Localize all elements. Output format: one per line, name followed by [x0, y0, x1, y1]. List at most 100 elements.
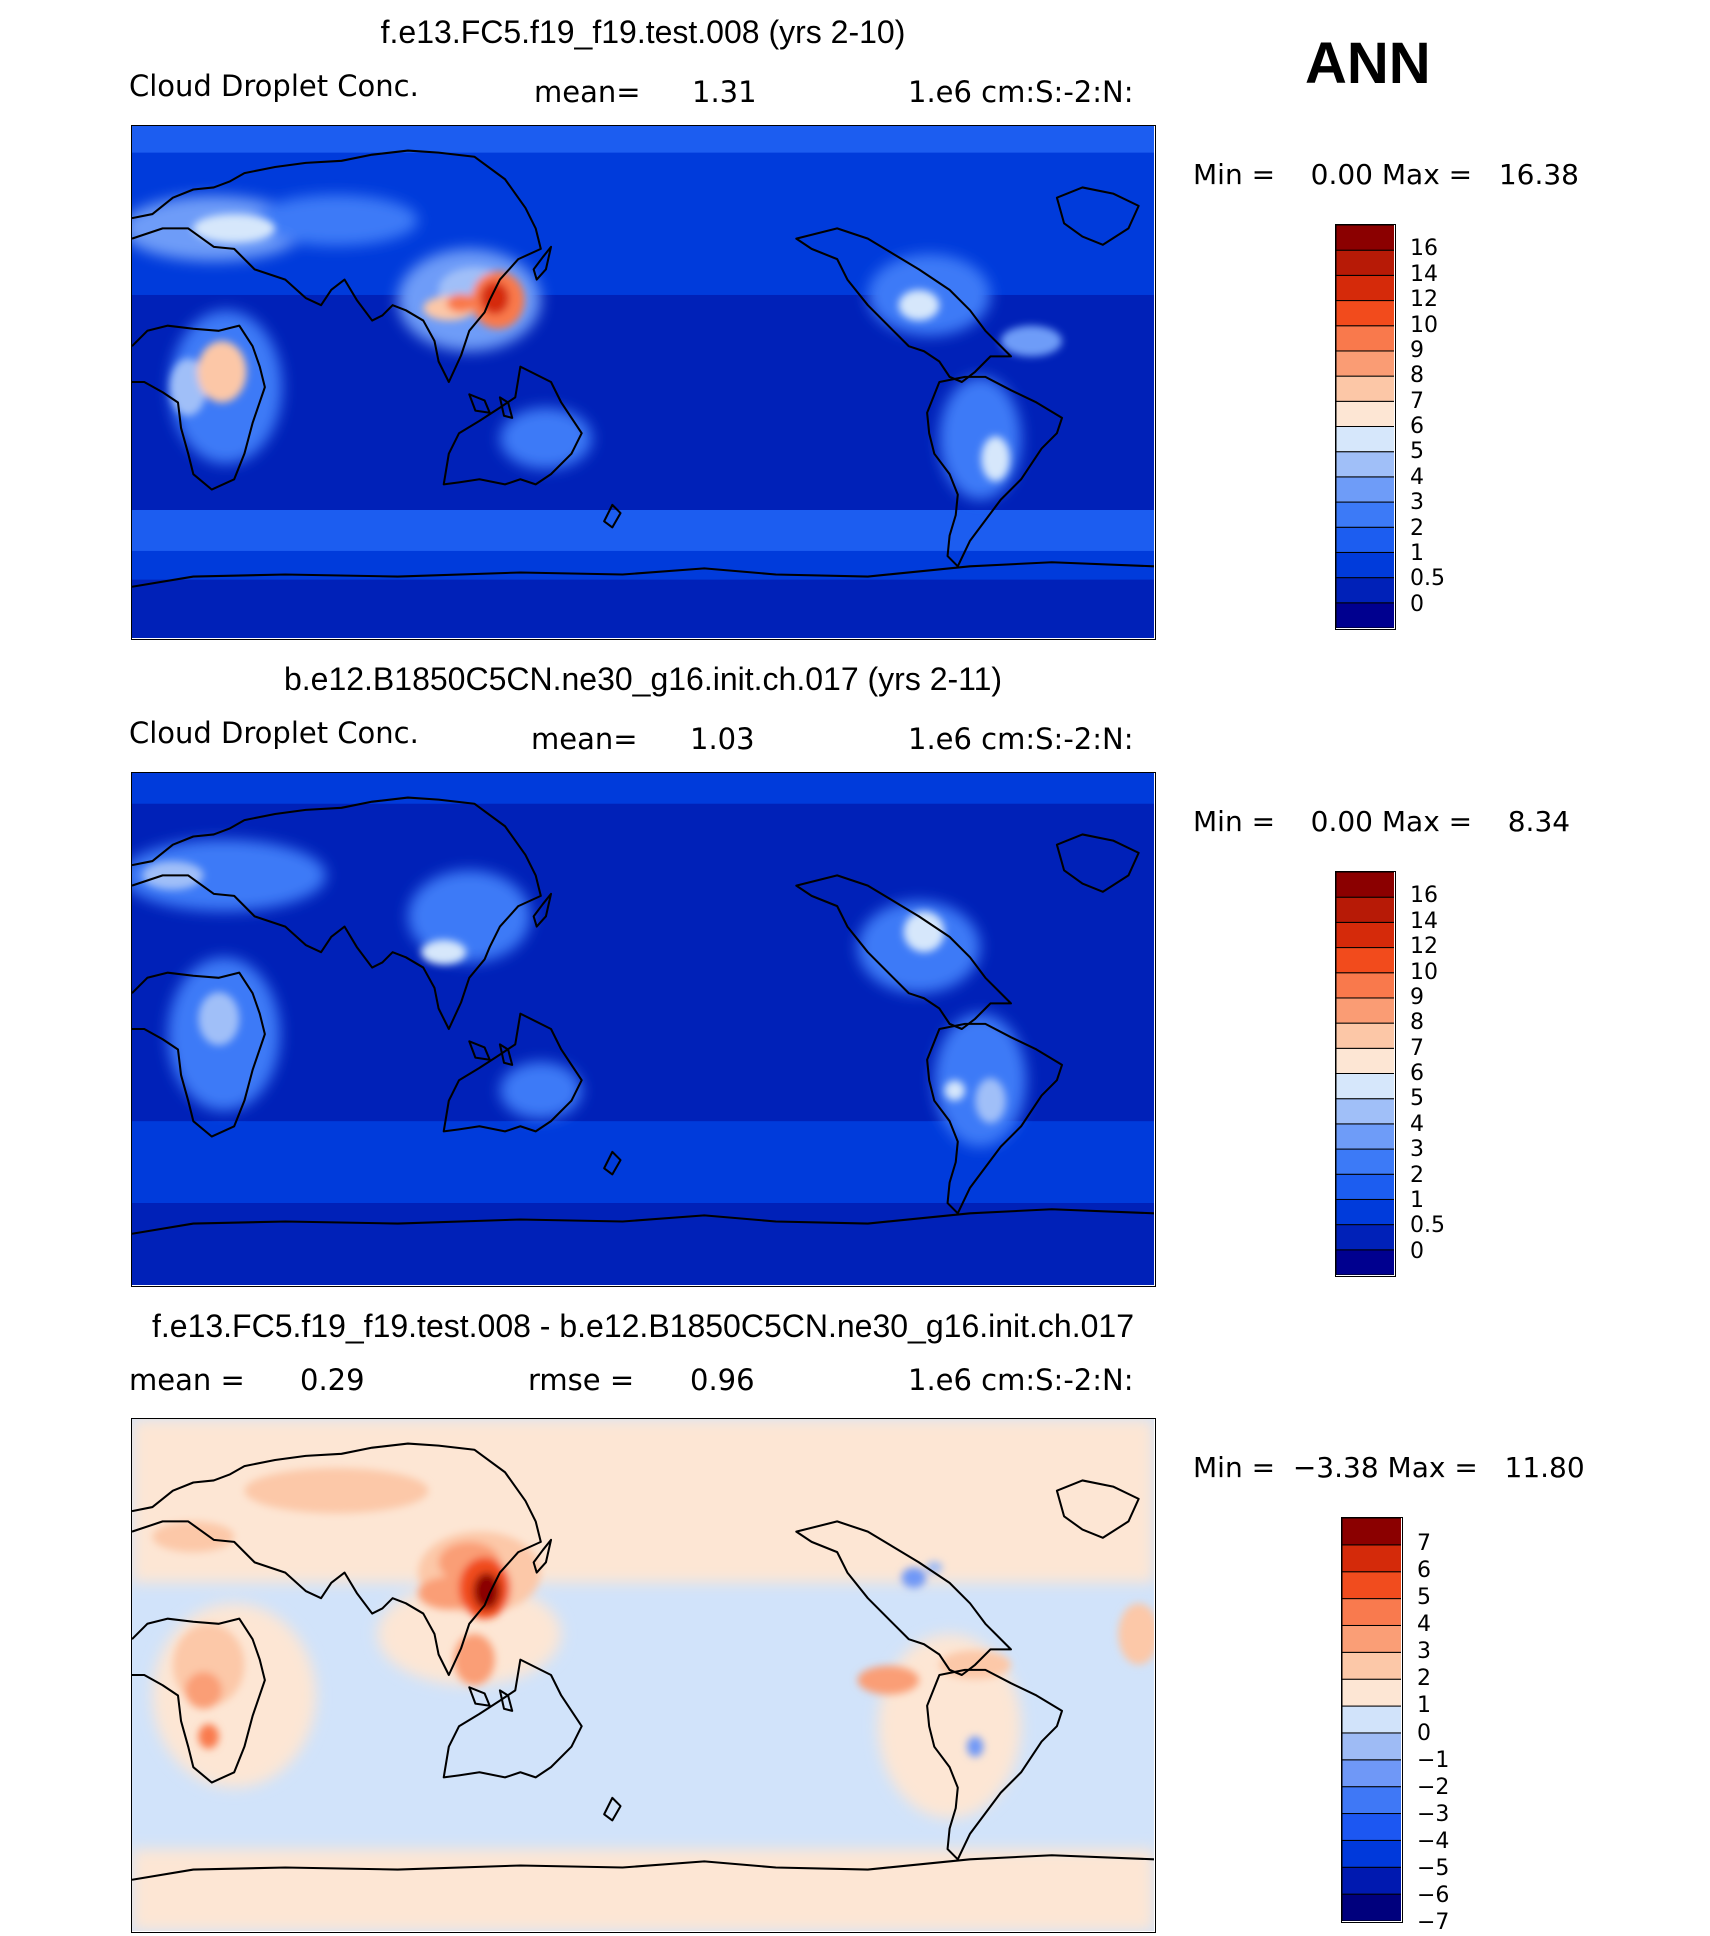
colorbar-tick-label: 0 [1410, 1238, 1424, 1264]
panel-3-field [132, 1419, 1155, 1931]
colorbar-tick-label: 5 [1417, 1585, 1431, 1611]
colorbar-cell [1341, 1759, 1405, 1788]
panel-1-title: f.e13.FC5.f19_f19.test.008 (yrs 2-10) [380, 14, 906, 50]
colorbar-cell [1335, 1148, 1398, 1175]
colorbar-tick-label: 2 [1410, 1162, 1424, 1188]
colorbar-cell [1341, 1705, 1405, 1734]
panel-2-field [132, 773, 1155, 1285]
colorbar-tick-label: 5 [1410, 1086, 1424, 1112]
colorbar-cell [1341, 1571, 1405, 1600]
colorbar-tick-label: −1 [1417, 1747, 1450, 1773]
colorbar-cell [1335, 997, 1398, 1024]
panel-2-minmax: Min = 0.00 Max = 8.34 [1193, 805, 1571, 838]
colorbar-cell [1335, 921, 1398, 949]
panel-1-colorbar-cells [1335, 224, 1398, 629]
panel-1-minmax: Min = 0.00 Max = 16.38 [1193, 158, 1579, 191]
colorbar-cell [1335, 871, 1398, 898]
colorbar-cell [1335, 1249, 1398, 1276]
panel-2-variable: Cloud Droplet Conc. [129, 716, 419, 750]
panel-3-colorbar-cells [1341, 1517, 1405, 1922]
panel-2-title: b.e12.B1850C5CN.ne30_g16.init.ch.017 (yr… [283, 661, 1003, 697]
colorbar-tick-label: 0.5 [1410, 566, 1445, 592]
colorbar-cell [1341, 1866, 1405, 1895]
colorbar-cell [1335, 426, 1398, 453]
colorbar-tick-label: 4 [1410, 1111, 1424, 1137]
colorbar-cell [1341, 1544, 1405, 1573]
panel-2-mean-label: mean= [531, 722, 638, 756]
colorbar-cell [1335, 400, 1398, 427]
colorbar-tick-label: 9 [1410, 984, 1424, 1010]
colorbar-tick-label: 14 [1410, 261, 1438, 287]
panel-1-map [131, 125, 1156, 640]
colorbar-tick-label: 12 [1410, 287, 1438, 313]
colorbar-tick-label: 2 [1410, 515, 1424, 541]
colorbar-tick-label: 7 [1410, 388, 1424, 414]
colorbar-tick-label: 16 [1410, 236, 1438, 262]
panel-3-map [131, 1418, 1156, 1933]
colorbar-tick-label: 3 [1417, 1639, 1431, 1665]
panel-1-variable: Cloud Droplet Conc. [129, 69, 419, 103]
colorbar-cell [1335, 1098, 1398, 1125]
colorbar-cell [1335, 1173, 1398, 1200]
panel-1-field [132, 126, 1155, 638]
colorbar-cell [1341, 1813, 1405, 1841]
panel-2-map [131, 772, 1156, 1287]
colorbar-cell [1335, 1224, 1398, 1251]
colorbar-tick-label: 3 [1410, 1137, 1424, 1163]
colorbar-cell [1341, 1651, 1405, 1680]
colorbar-tick-label: 1 [1417, 1693, 1431, 1719]
colorbar-cell [1335, 375, 1398, 402]
colorbar-cell [1341, 1598, 1405, 1626]
colorbar-cell [1335, 249, 1398, 276]
panel-2-colorbar-cells [1335, 871, 1398, 1276]
panel-3-colorbar [1341, 1517, 1405, 1923]
colorbar-cell [1335, 224, 1398, 251]
panel-3-mean-label: mean = [129, 1363, 245, 1397]
colorbar-cell [1335, 274, 1398, 302]
colorbar-cell [1335, 577, 1398, 604]
colorbar-cell [1335, 602, 1398, 629]
colorbar-cell [1341, 1893, 1405, 1922]
colorbar-tick-label: 6 [1417, 1558, 1431, 1584]
colorbar-cell [1341, 1786, 1405, 1815]
panel-3-rmse-label: rmse = [528, 1363, 635, 1397]
colorbar-tick-label: 5 [1410, 439, 1424, 465]
colorbar-tick-label: −7 [1417, 1910, 1450, 1935]
panel-3-minmax: Min = −3.38 Max = 11.80 [1193, 1451, 1585, 1484]
colorbar-cell [1341, 1624, 1405, 1653]
colorbar-tick-label: 1 [1410, 1187, 1424, 1213]
colorbar-cell [1335, 947, 1398, 974]
panel-1-units: 1.e6 cm:S:-2:N: [908, 75, 1134, 109]
colorbar-tick-label: 0 [1410, 591, 1424, 617]
colorbar-cell [1341, 1517, 1405, 1546]
colorbar-tick-label: −2 [1417, 1774, 1450, 1800]
season-label: ANN [1305, 31, 1431, 96]
colorbar-cell [1335, 1198, 1398, 1226]
colorbar-tick-label: 3 [1410, 490, 1424, 516]
colorbar-cell [1335, 1047, 1398, 1074]
colorbar-tick-label: 7 [1410, 1035, 1424, 1061]
colorbar-tick-label: 12 [1410, 934, 1438, 960]
colorbar-cell [1335, 972, 1398, 999]
colorbar-cell [1335, 300, 1398, 327]
colorbar-tick-label: 4 [1410, 464, 1424, 490]
colorbar-tick-label: −4 [1417, 1828, 1450, 1854]
panel-3-units: 1.e6 cm:S:-2:N: [908, 1363, 1134, 1397]
panel-1-colorbar [1335, 224, 1398, 630]
colorbar-cell [1335, 896, 1398, 923]
colorbar-tick-label: 1 [1410, 540, 1424, 566]
panel-2-mean-value: 1.03 [690, 722, 755, 756]
colorbar-tick-label: 2 [1417, 1666, 1431, 1692]
colorbar-tick-label: 7 [1417, 1531, 1431, 1557]
colorbar-cell [1335, 1073, 1398, 1100]
colorbar-cell [1341, 1839, 1405, 1868]
colorbar-tick-label: 0.5 [1410, 1213, 1445, 1239]
colorbar-tick-label: −5 [1417, 1855, 1450, 1881]
colorbar-tick-label: 6 [1410, 414, 1424, 439]
panel-3-rmse-value: 0.96 [690, 1363, 755, 1397]
colorbar-cell [1335, 551, 1398, 579]
colorbar-tick-label: 14 [1410, 908, 1438, 934]
colorbar-cell [1341, 1678, 1405, 1707]
colorbar-tick-label: 4 [1417, 1612, 1431, 1638]
colorbar-tick-label: −3 [1417, 1801, 1450, 1827]
